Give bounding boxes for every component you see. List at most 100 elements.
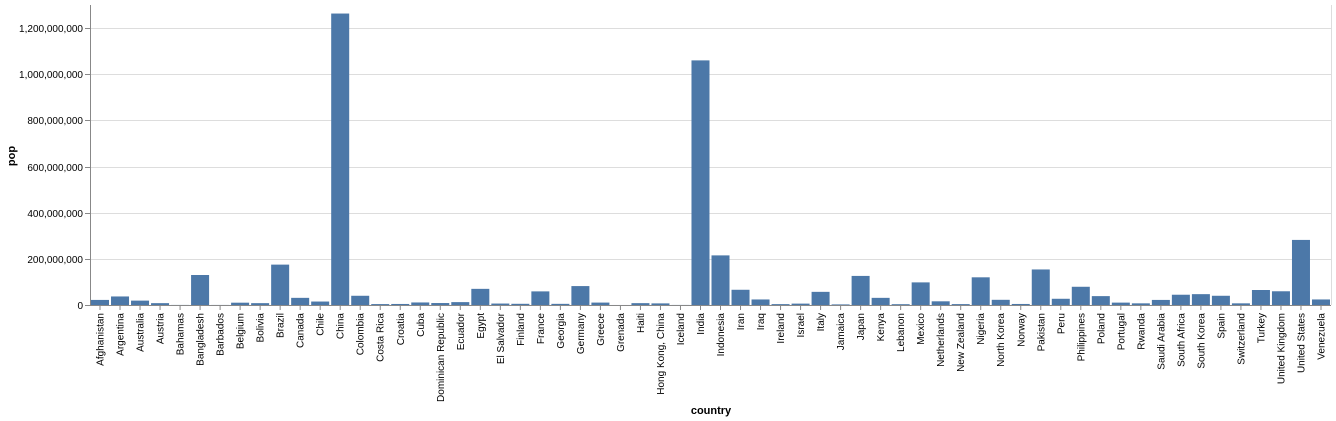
x-tick-label: Iran	[736, 313, 747, 330]
x-tick-label: Dominican Republic	[436, 313, 447, 402]
x-tick-label: South Korea	[1196, 313, 1207, 369]
x-tick-label: Norway	[1016, 313, 1027, 347]
bar	[451, 302, 470, 305]
x-tick-label: Peru	[1056, 313, 1067, 334]
bar	[731, 289, 750, 305]
y-tick-label: 1,200,000,000	[19, 24, 83, 35]
x-tick-label: Lebanon	[896, 313, 907, 352]
x-tick-label: Finland	[516, 313, 527, 346]
bar	[751, 299, 770, 305]
bar	[911, 282, 930, 305]
x-tick-label: Bahamas	[176, 313, 187, 355]
x-tick-label: Barbados	[216, 313, 227, 356]
y-tick-label: 600,000,000	[27, 163, 83, 174]
x-tick-label: Hong Kong, China	[656, 313, 667, 395]
bar	[1251, 290, 1270, 305]
bar	[1111, 302, 1130, 305]
bar	[351, 295, 370, 305]
bar	[1031, 269, 1050, 305]
bar	[371, 304, 390, 305]
x-tick-label: Iraq	[756, 313, 767, 330]
x-tick-label: Switzerland	[1236, 313, 1247, 365]
bar	[151, 303, 170, 305]
x-tick-label: Japan	[856, 313, 867, 340]
bar	[811, 291, 830, 305]
x-tick-label: Saudi Arabia	[1156, 313, 1167, 370]
bar	[1311, 299, 1330, 305]
bar	[831, 304, 850, 305]
bar	[1291, 239, 1310, 305]
bar	[331, 13, 350, 305]
bar	[571, 286, 590, 305]
x-tick-label: France	[536, 313, 547, 345]
x-axis: Afghanistan Argentina Australia Austria Baha…	[90, 305, 1331, 402]
bar	[1151, 299, 1170, 305]
x-tick-label: Kenya	[876, 313, 887, 342]
x-tick-label: Belgium	[236, 313, 247, 349]
x-tick-label: Mexico	[916, 313, 927, 345]
x-tick-label: Poland	[1096, 313, 1107, 344]
bar	[591, 302, 610, 305]
bar	[251, 303, 270, 305]
x-tick-label: Bolivia	[256, 313, 267, 343]
bar	[1011, 303, 1030, 305]
bar	[991, 299, 1010, 305]
bar	[531, 291, 550, 305]
bar	[431, 303, 450, 305]
x-tick-label: Bangladesh	[196, 313, 207, 366]
y-tick-label: 1,000,000,000	[19, 70, 83, 81]
bar	[931, 301, 950, 305]
bar	[1131, 303, 1150, 305]
bars	[91, 13, 1330, 305]
x-tick-label: Brazil	[276, 313, 287, 338]
bar	[951, 304, 970, 305]
x-tick-label: China	[336, 313, 347, 340]
x-tick-label: Portugal	[1116, 313, 1127, 350]
x-tick-label: Colombia	[356, 313, 367, 356]
x-tick-label: Indonesia	[716, 313, 727, 357]
y-tick-label: 400,000,000	[27, 209, 83, 220]
x-tick-label: Cuba	[416, 313, 427, 337]
bar	[391, 303, 410, 305]
x-tick-label: New Zealand	[956, 313, 967, 372]
y-axis-title: pop	[6, 146, 18, 166]
bar	[491, 303, 510, 305]
bar	[1091, 296, 1110, 305]
x-tick-label: Egypt	[476, 313, 487, 339]
bar	[551, 303, 570, 305]
bar	[271, 264, 290, 305]
x-tick-label: Canada	[296, 313, 307, 348]
x-tick-label: Turkey	[1256, 313, 1267, 343]
x-tick-label: Netherlands	[936, 313, 947, 367]
x-axis-title: country	[691, 405, 732, 417]
x-tick-label: Argentina	[116, 313, 127, 356]
bar	[871, 297, 890, 305]
x-tick-label: Jamaica	[836, 313, 847, 351]
x-tick-label: Ecuador	[456, 312, 467, 350]
x-tick-label: Rwanda	[1136, 313, 1147, 350]
bar	[771, 304, 790, 305]
bar	[851, 275, 870, 305]
x-tick-label: North Korea	[996, 313, 1007, 367]
x-tick-label: Croatia	[396, 313, 407, 346]
bar	[1171, 294, 1190, 305]
x-tick-label: Ireland	[776, 313, 787, 344]
y-axis: 0 200,000,000 400,000,000 600,000,000 800,00…	[19, 5, 91, 312]
x-tick-label: Haiti	[636, 313, 647, 333]
bar	[631, 303, 650, 305]
y-tick-label: 0	[77, 301, 83, 312]
bar	[1071, 286, 1090, 305]
x-tick-label: Pakistan	[1036, 313, 1047, 351]
bar	[191, 275, 210, 305]
bar	[791, 303, 810, 305]
bar	[131, 300, 150, 305]
x-tick-label: Philippines	[1076, 313, 1087, 361]
bar	[111, 296, 130, 305]
x-tick-label: Australia	[136, 313, 147, 352]
x-tick-label: Grenada	[616, 313, 627, 352]
bar	[711, 255, 730, 305]
x-tick-label: Greece	[596, 313, 607, 346]
x-tick-label: Austria	[156, 313, 167, 345]
x-tick-label: Germany	[576, 313, 587, 354]
x-tick-label: Chile	[316, 313, 327, 336]
